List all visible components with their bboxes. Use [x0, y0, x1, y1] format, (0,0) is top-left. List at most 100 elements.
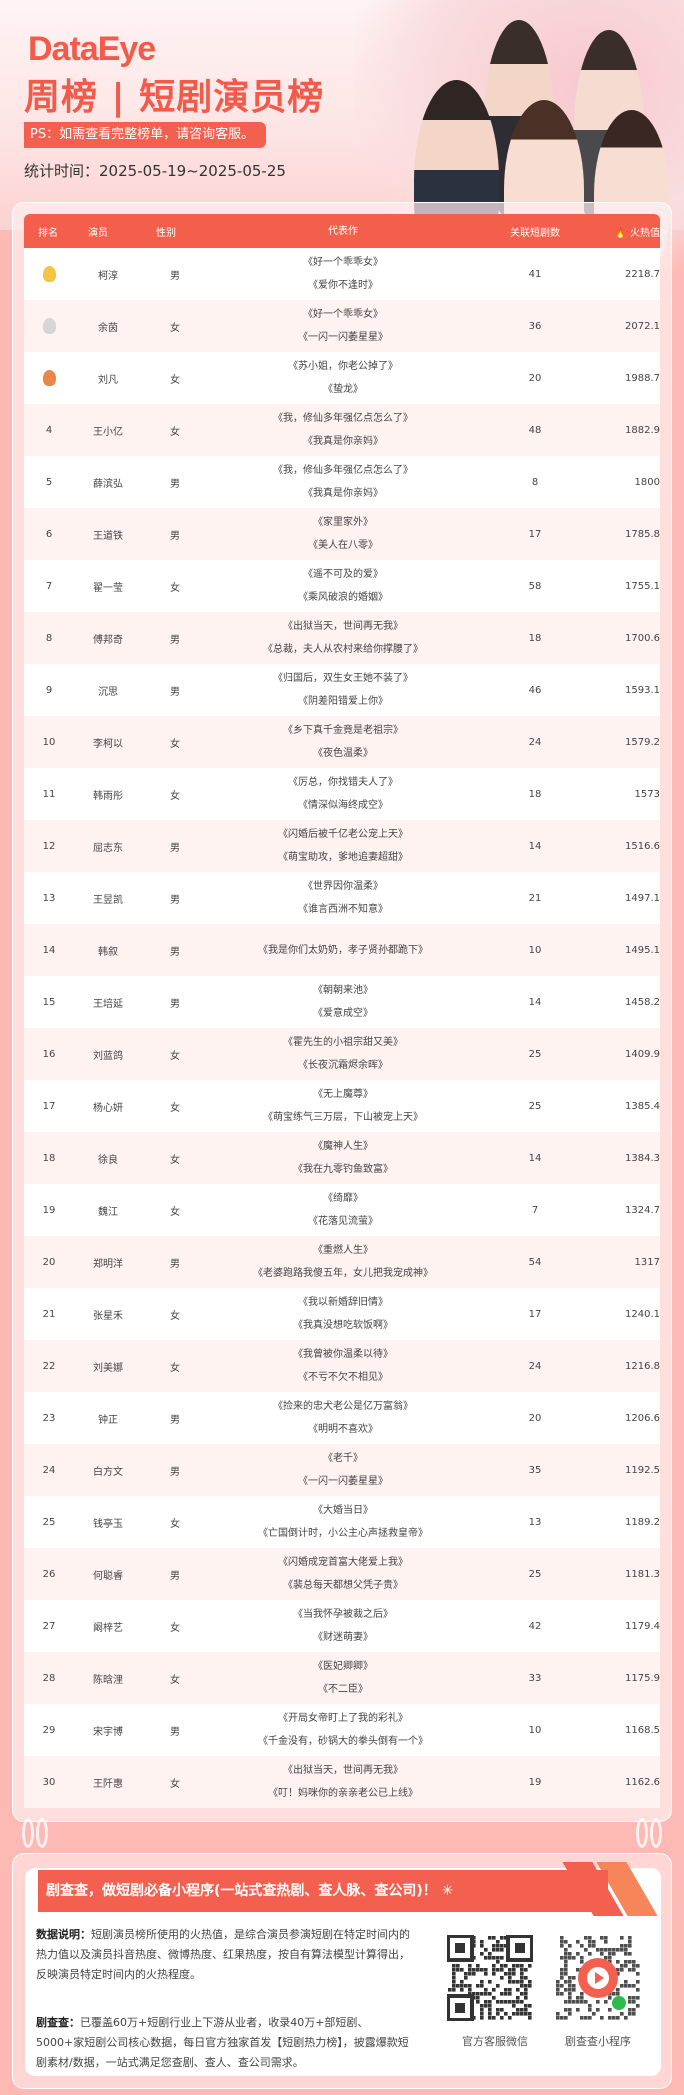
actor-name: 王阡惠: [93, 1778, 123, 1790]
drama-count: 8: [531, 476, 539, 488]
drama-count: 58: [528, 580, 542, 592]
table-row: 18 徐良 女 《魔神人生》 《我在九零钓鱼致富》 14 1384.3: [24, 1132, 660, 1184]
about-text: 已覆盖60万+短剧行业上下游从业者，收录40万+部短剧、5000+家短剧公司核心…: [36, 2016, 409, 2069]
period-label: 统计时间：: [24, 162, 100, 180]
about-label: 剧查查：: [36, 2016, 80, 2029]
drama-count: 14: [528, 996, 542, 1008]
table-row: 6 王道铁 男 《家里家外》 《美人在八零》 17 1785.8: [24, 508, 660, 560]
work-title: 《归国后，双生女王她不装了》: [273, 673, 413, 684]
table-row: 10 李柯以 女 《乡下真千金竟是老祖宗》 《夜色温柔》 24 1579.2: [24, 716, 660, 768]
drama-count: 36: [528, 320, 542, 332]
table-row: 13 王昱凯 男 《世界因你温柔》 《谁言西洲不知意》 21 1497.1: [24, 872, 660, 924]
table-row: 14 韩叙 男 《我是你们太奶奶，孝子贤孙都跪下》 10 1495.1: [24, 924, 660, 976]
drama-count: 20: [528, 372, 542, 384]
rank-cell: 26: [24, 1569, 74, 1580]
heat-value: 1458.2: [625, 996, 660, 1008]
actor-gender: 男: [170, 1466, 180, 1478]
col-heat: 🔥 火热值: [592, 224, 660, 239]
table-header: 排名 演员 性别 代表作 关联短剧数 🔥 火热值: [24, 214, 660, 248]
actor-name: 王培延: [93, 998, 123, 1010]
data-description: 数据说明：短剧演员榜所使用的火热值，是综合演员参演短剧在特定时间内的热力值以及演…: [36, 1925, 416, 1985]
col-count: 关联短剧数: [510, 227, 560, 239]
rank-cell: 10: [24, 737, 74, 748]
work-title: 《一闪一闪萎星星》: [298, 332, 388, 343]
table-row: 4 王小亿 女 《我，修仙多年强亿点怎么了》 《我真是你亲妈》 48 1882.9: [24, 404, 660, 456]
heat-value: 1785.8: [625, 528, 660, 540]
actor-gender: 男: [170, 1414, 180, 1426]
heat-value: 1384.3: [625, 1152, 660, 1164]
heat-value: 1593.1: [625, 684, 660, 696]
work-title: 《爱意成空》: [313, 1008, 373, 1019]
rank-cell: 24: [24, 1465, 74, 1476]
rank-number: 22: [42, 1360, 56, 1372]
works-cell: 《好一个乖乖女》 《一闪一闪萎星星》: [208, 303, 478, 349]
rank-number: 5: [45, 476, 53, 488]
actor-gender: 男: [170, 530, 180, 542]
rank-number: 21: [42, 1308, 56, 1320]
work-title: 《财迷萌妻》: [313, 1632, 373, 1643]
rank-number: 17: [42, 1100, 56, 1112]
stat-period: 统计时间：2025-05-19~2025-05-25: [24, 160, 286, 181]
work-title: 《霍先生的小祖宗甜又美》: [283, 1037, 403, 1048]
works-cell: 《闪婚后被千亿老公宠上天》 《萌宝助攻，爹地追妻超甜》: [208, 823, 478, 869]
drama-count: 17: [528, 1308, 542, 1320]
period-value: 2025-05-19~2025-05-25: [99, 162, 286, 180]
rank-cell: 12: [24, 841, 74, 852]
gold-medal-icon: [42, 266, 56, 282]
work-title: 《厉总，你找错夫人了》: [288, 777, 398, 788]
table-row: 26 何聪睿 男 《闪婚成宠首富大佬爱上我》 《裴总每天都想父凭子贵》 25 11…: [24, 1548, 660, 1600]
rank-cell: 5: [24, 477, 74, 488]
rank-cell: 6: [24, 529, 74, 540]
heat-value: 1162.6: [625, 1776, 660, 1788]
work-title: 《闪婚成宠首富大佬爱上我》: [278, 1557, 408, 1568]
drama-count: 10: [528, 944, 542, 956]
drama-count: 33: [528, 1672, 542, 1684]
notice-badge: PS：如需查看完整榜单，请咨询客服。: [24, 122, 266, 148]
actor-name: 王道铁: [93, 530, 123, 542]
drama-count: 25: [528, 1100, 542, 1112]
works-cell: 《无上魔尊》 《萌宝练气三万层，下山被宠上天》: [208, 1083, 478, 1129]
drama-count: 41: [528, 268, 542, 280]
work-title: 《我在九零钓鱼致富》: [293, 1164, 393, 1175]
rank-number: 13: [42, 892, 56, 904]
rank-number: 6: [45, 528, 53, 540]
rank-cell: 8: [24, 633, 74, 644]
works-cell: 《归国后，双生女王她不装了》 《阴差阳错爱上你》: [208, 667, 478, 713]
promo-text: 剧查查，做短剧必备小程序(一站式查热剧、查人脉、查公司)！: [46, 1883, 437, 1899]
actor-gender: 女: [170, 1778, 180, 1790]
heat-value: 1385.4: [625, 1100, 660, 1112]
flame-icon: 🔥: [614, 227, 627, 239]
works-cell: 《当我怀孕被裁之后》 《财迷萌妻》: [208, 1603, 478, 1649]
works-cell: 《世界因你温柔》 《谁言西洲不知意》: [208, 875, 478, 921]
wechat-qr-code[interactable]: [447, 1935, 533, 2021]
work-title: 《遥不可及的爱》: [303, 569, 383, 580]
actor-name: 白方文: [93, 1466, 123, 1478]
work-title: 《出狱当天，世间再无我》: [283, 1765, 403, 1776]
connector-ring-left: [22, 1818, 34, 1848]
drama-count: 14: [528, 840, 542, 852]
work-title: 《不二臣》: [318, 1684, 368, 1695]
actor-gender: 男: [170, 686, 180, 698]
drama-count: 35: [528, 1464, 542, 1476]
heat-value: 1317: [634, 1256, 660, 1268]
miniprogram-qr-code[interactable]: [555, 1935, 641, 2021]
works-cell: 《我曾被你温柔以待》 《不亏不欠不相见》: [208, 1343, 478, 1389]
work-title: 《我，修仙多年强亿点怎么了》: [273, 413, 413, 424]
work-title: 《我真是你亲妈》: [303, 488, 383, 499]
rank-number: 11: [42, 788, 56, 800]
works-cell: 《家里家外》 《美人在八零》: [208, 511, 478, 557]
actor-gender: 男: [170, 634, 180, 646]
table-row: 27 阚梓艺 女 《当我怀孕被裁之后》 《财迷萌妻》 42 1179.4: [24, 1600, 660, 1652]
rank-number: 26: [42, 1568, 56, 1580]
rank-number: 25: [42, 1516, 56, 1528]
rank-number: 16: [42, 1048, 56, 1060]
drama-count: 42: [528, 1620, 542, 1632]
work-title: 《总裁，夫人从农村来给你撑腰了》: [263, 644, 423, 655]
actor-gender: 男: [170, 998, 180, 1010]
drama-count: 7: [531, 1204, 539, 1216]
table-row: 刘凡 女 《苏小姐，你老公掉了》 《蛰龙》 20 1988.7: [24, 352, 660, 404]
actor-name: 柯淳: [98, 270, 118, 282]
promo-banner[interactable]: 剧查查，做短剧必备小程序(一站式查热剧、查人脉、查公司)！ ✳: [38, 1870, 608, 1912]
table-row: 28 陈晗浬 女 《医妃卿卿》 《不二臣》 33 1175.9: [24, 1652, 660, 1704]
drama-count: 19: [528, 1776, 542, 1788]
